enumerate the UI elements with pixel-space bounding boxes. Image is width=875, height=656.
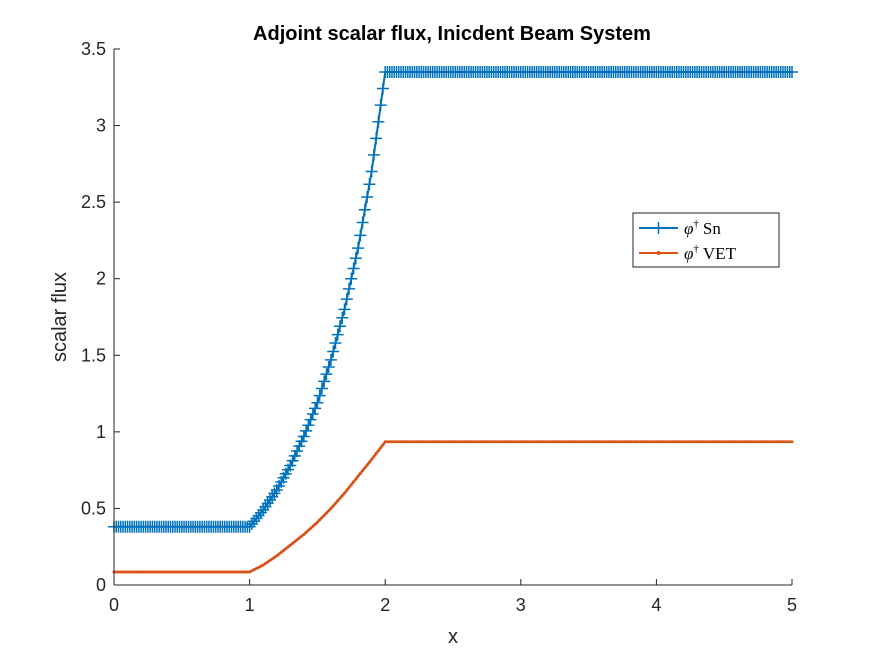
data-point-sn bbox=[302, 435, 305, 438]
data-point-vet bbox=[370, 458, 373, 461]
x-tick-label: 5 bbox=[787, 595, 797, 615]
legend: φ† Sn φ† VET bbox=[632, 212, 780, 268]
data-point-sn bbox=[275, 489, 278, 492]
data-point-sn bbox=[343, 308, 346, 311]
chart-title: Adjoint scalar flux, Inicdent Beam Syste… bbox=[253, 23, 651, 45]
data-point-sn bbox=[384, 70, 387, 73]
data-point-vet bbox=[289, 544, 292, 547]
y-tick-label: 1.5 bbox=[81, 345, 106, 365]
data-point-vet bbox=[262, 564, 265, 567]
legend-label-vet: φ† VET bbox=[684, 243, 737, 263]
y-tick-label: 0 bbox=[96, 575, 106, 595]
x-axis-label: x bbox=[448, 626, 458, 648]
data-point-vet bbox=[248, 570, 251, 573]
data-point-vet bbox=[343, 492, 346, 495]
legend-marker-vet bbox=[656, 251, 661, 255]
data-point-vet bbox=[302, 533, 305, 536]
y-tick-label: 2.5 bbox=[81, 192, 106, 212]
data-point-sn bbox=[370, 170, 373, 173]
data-point-vet bbox=[329, 507, 332, 510]
x-tick-label: 2 bbox=[380, 595, 390, 615]
y-tick-label: 1 bbox=[96, 422, 106, 442]
x-tick-label: 1 bbox=[245, 595, 255, 615]
data-point-sn bbox=[329, 358, 332, 361]
data-point-vet bbox=[791, 440, 793, 443]
y-ticks: 0 0.5 1 1.5 2 2.5 3 3.5 bbox=[81, 39, 120, 595]
x-ticks: 0 1 2 3 4 5 bbox=[109, 579, 797, 615]
data-point-vet bbox=[316, 521, 319, 524]
data-point-sn bbox=[357, 247, 360, 250]
series-vet bbox=[112, 440, 794, 574]
x-tick-label: 4 bbox=[651, 595, 661, 615]
data-point-sn bbox=[289, 464, 292, 467]
data-point-vet bbox=[384, 440, 387, 443]
data-point-vet bbox=[275, 554, 278, 557]
y-tick-label: 3 bbox=[96, 116, 106, 136]
data-point-sn bbox=[262, 508, 265, 511]
data-point-sn bbox=[248, 525, 251, 528]
x-tick-label: 3 bbox=[516, 595, 526, 615]
data-point-vet bbox=[357, 475, 360, 478]
axes bbox=[113, 49, 792, 586]
y-tick-label: 0.5 bbox=[81, 498, 106, 518]
y-tick-label: 2 bbox=[96, 269, 106, 289]
data-point-sn bbox=[791, 70, 793, 73]
legend-label-sn: φ† Sn bbox=[684, 218, 721, 238]
plot-area bbox=[114, 49, 792, 585]
y-tick-label: 3.5 bbox=[81, 39, 106, 59]
legend-box bbox=[632, 212, 780, 268]
y-axis-label: scalar flux bbox=[49, 272, 71, 362]
data-point-sn bbox=[316, 401, 319, 404]
x-tick-label: 0 bbox=[109, 595, 119, 615]
